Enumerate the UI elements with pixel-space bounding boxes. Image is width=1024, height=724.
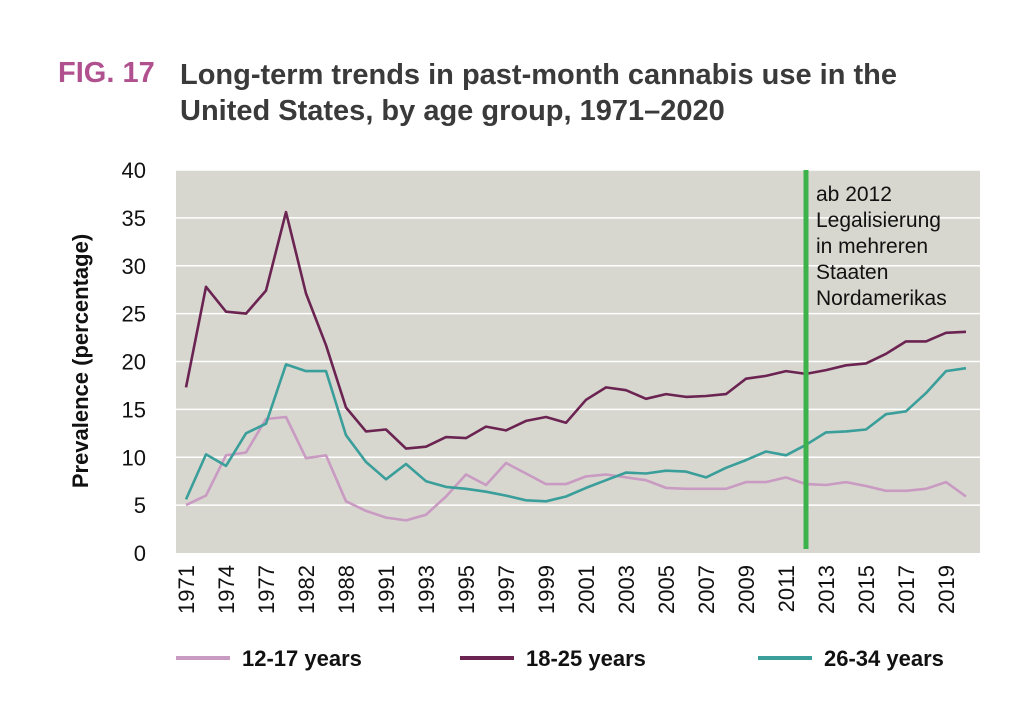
figure-label: FIG. 17 (58, 57, 155, 89)
x-tick-label: 2015 (854, 565, 879, 614)
x-axis-ticks: 1971 1974 1977 1982 1988 1991 1993 1995 1997 1999… (174, 565, 959, 614)
annotation-text-line: ab 2012 (816, 183, 892, 206)
legalization-annotation: ab 2012 Legalisierung in mehreren Staaten No… (803, 170, 947, 549)
figure-title: Long-term trends in past-month cannabis … (180, 59, 897, 127)
x-tick-label: 1977 (254, 565, 279, 614)
y-tick-label: 5 (134, 493, 146, 518)
x-tick-label: 2017 (894, 565, 919, 614)
annotation-text-line: Legalisierung (816, 209, 941, 232)
annotation-text-line: Staaten (816, 261, 888, 284)
series-lines (184, 210, 967, 522)
x-tick-label: 2019 (934, 565, 959, 614)
x-tick-label: 1993 (414, 565, 439, 614)
x-tick-label: 1991 (374, 565, 399, 614)
y-tick-label: 30 (122, 254, 146, 279)
y-axis-label: Prevalence (percentage) (68, 234, 93, 488)
x-tick-label: 2013 (814, 565, 839, 614)
y-tick-label: 15 (122, 397, 146, 422)
y-tick-label: 25 (122, 302, 146, 327)
y-tick-label: 35 (122, 206, 146, 231)
x-tick-label: 2001 (574, 565, 599, 614)
x-tick-label: 1995 (454, 565, 479, 614)
series-line-3 (184, 363, 967, 503)
x-tick-label: 1974 (214, 565, 239, 614)
x-tick-label: 1988 (334, 565, 359, 614)
x-tick-label: 2007 (694, 565, 719, 614)
x-tick-label: 2011 (774, 565, 799, 612)
x-tick-label: 2005 (654, 565, 679, 614)
legend-label-3: 26-34 years (824, 646, 944, 671)
legend-label-2: 18-25 years (526, 646, 646, 671)
x-tick-label: 1982 (294, 565, 319, 614)
y-tick-label: 40 (122, 158, 146, 183)
y-tick-label: 0 (134, 541, 146, 566)
x-tick-label: 2009 (734, 565, 759, 614)
annotation-text-line: Nordamerikas (816, 287, 947, 310)
y-tick-label: 20 (122, 350, 146, 375)
y-axis-ticks: 0 5 10 15 20 25 30 35 40 (122, 158, 146, 566)
y-tick-label: 10 (122, 445, 146, 470)
annotation-text-line: in mehreren (816, 235, 928, 258)
legend-label-1: 12-17 years (242, 646, 362, 671)
x-tick-label: 2003 (614, 565, 639, 614)
x-tick-label: 1971 (174, 565, 199, 614)
legend: 12-17 years 18-25 years 26-34 years (176, 646, 944, 671)
series-line-2 (184, 210, 967, 450)
x-tick-label: 1997 (494, 565, 519, 614)
series-line-1 (185, 415, 967, 522)
x-tick-label: 1999 (534, 565, 559, 614)
